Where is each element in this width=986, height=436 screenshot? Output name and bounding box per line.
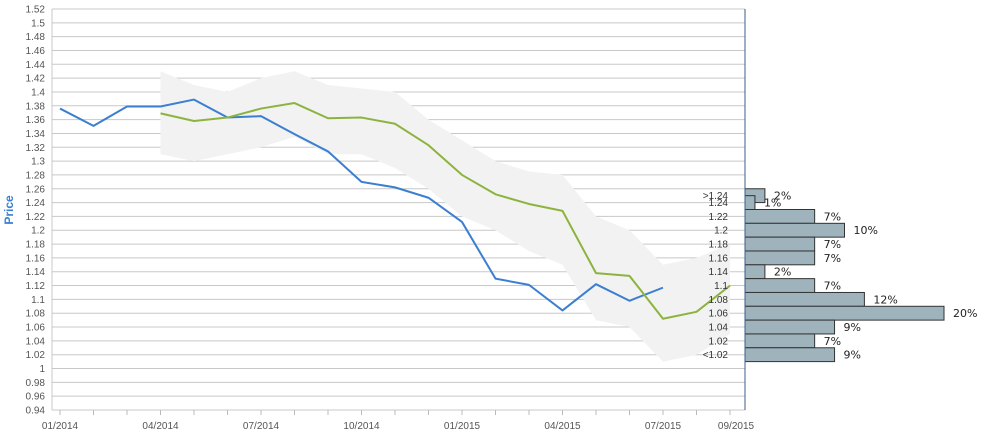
y-tick-label: 1.16 bbox=[26, 253, 46, 264]
distribution-bar bbox=[744, 305, 945, 321]
series-line bbox=[59, 98, 664, 312]
y-axis: 0.94 0.96 0.98 1 1.02 1.04 1.06 1.08 1.1 1.12 1.14… bbox=[26, 5, 746, 417]
y-tick-label: 1.4 bbox=[31, 87, 45, 98]
x-tick-label: 01/2014 bbox=[42, 421, 79, 432]
y-tick-label: 1.44 bbox=[26, 60, 46, 71]
distribution-bin-label: 1.18 bbox=[709, 240, 729, 251]
y-tick-label: 1.52 bbox=[26, 5, 46, 16]
distribution-percent-label: 20% bbox=[953, 307, 977, 320]
distribution-bar bbox=[744, 195, 756, 210]
distribution-bin-label: 1.2 bbox=[714, 226, 728, 237]
distribution-percent-label: 7% bbox=[824, 252, 841, 265]
y-tick-label: 1.02 bbox=[26, 350, 46, 361]
series-line bbox=[160, 102, 731, 320]
y-tick-label: 0.94 bbox=[26, 406, 46, 417]
y-tick-label: 1.24 bbox=[26, 198, 46, 209]
y-tick-label: 1.14 bbox=[26, 267, 46, 278]
forecast-band-area bbox=[160, 71, 730, 362]
y-tick-label: 1.2 bbox=[31, 226, 45, 237]
y-axis-label: Price bbox=[2, 195, 16, 225]
distribution-bar bbox=[744, 291, 865, 307]
y-tick-label: 1.12 bbox=[26, 281, 46, 292]
y-tick-label: 0.98 bbox=[26, 378, 46, 389]
distribution-bin-label: >1.24 bbox=[703, 191, 729, 202]
distribution-percent-label: 7% bbox=[824, 238, 841, 251]
distribution-bin-label: <1.02 bbox=[703, 350, 729, 361]
distribution-bin-label: 1.08 bbox=[709, 295, 729, 306]
distribution-percent-label: 10% bbox=[854, 224, 878, 237]
distribution-bar bbox=[744, 236, 816, 252]
distribution-bin-label: 1.24 bbox=[709, 198, 729, 209]
x-tick-label: 07/2015 bbox=[645, 421, 682, 432]
y-tick-label: 1 bbox=[39, 364, 45, 375]
distribution-bar bbox=[744, 319, 836, 335]
distribution-percent-label: 12% bbox=[873, 293, 897, 306]
y-tick-label: 1.06 bbox=[26, 323, 46, 334]
distribution-bar bbox=[744, 250, 816, 266]
y-tick-label: 0.96 bbox=[26, 392, 46, 403]
x-tick-label: 10/2014 bbox=[343, 421, 380, 432]
distribution-bin-label: 1.14 bbox=[709, 267, 729, 278]
y-tick-label: 1.22 bbox=[26, 212, 46, 223]
y-tick-label: 1.36 bbox=[26, 115, 46, 126]
y-tick-label: 1.38 bbox=[26, 101, 46, 112]
x-tick-label: 04/2015 bbox=[544, 421, 581, 432]
grid-lines bbox=[52, 8, 745, 411]
distribution-percent-label: 7% bbox=[824, 280, 841, 293]
distribution-percent-label: 2% bbox=[774, 266, 791, 279]
distribution-bin-label: 1.06 bbox=[709, 309, 729, 320]
x-tick-label: 01/2015 bbox=[444, 421, 481, 432]
series-lines bbox=[59, 98, 731, 320]
distribution-bin-label: 1.16 bbox=[709, 253, 729, 264]
distribution-percent-label: 9% bbox=[844, 321, 861, 334]
distribution-bar bbox=[744, 278, 816, 293]
y-tick-label: 1.18 bbox=[26, 240, 46, 251]
x-tick-label: 04/2014 bbox=[142, 421, 179, 432]
y-tick-label: 1.1 bbox=[31, 295, 45, 306]
x-tick-label: 07/2014 bbox=[243, 421, 280, 432]
y-tick-label: 1.34 bbox=[26, 129, 46, 140]
distribution-bin-label: 1.02 bbox=[709, 336, 729, 347]
y-tick-label: 1.26 bbox=[26, 184, 46, 195]
x-tick-label: 09/2015 bbox=[718, 421, 755, 432]
distribution-percent-label: 7% bbox=[824, 210, 841, 223]
forecast-band bbox=[160, 71, 730, 362]
y-tick-label: 1.28 bbox=[26, 170, 46, 181]
x-axis: 01/2014 04/2014 07/2014 10/2014 01/2015 04/20… bbox=[42, 410, 755, 432]
distribution-percent-label: 2% bbox=[774, 190, 791, 203]
distribution-bar bbox=[744, 333, 816, 349]
distribution-bar bbox=[744, 264, 766, 280]
distribution-bar bbox=[744, 209, 816, 224]
distribution-bin-label: 1.22 bbox=[709, 212, 729, 223]
distribution-percent-label: 9% bbox=[844, 349, 861, 362]
y-tick-label: 1.3 bbox=[31, 157, 45, 168]
y-tick-label: 1.46 bbox=[26, 46, 46, 57]
y-tick-label: 1.04 bbox=[26, 336, 46, 347]
distribution-bars: >1.24 2% 1.24 1% 1.22 7% 1.2 10% 1.18 7% 1.16 7% 1.1… bbox=[703, 188, 977, 363]
y-tick-label: 1.32 bbox=[26, 143, 46, 154]
distribution-bin-label: 1.04 bbox=[709, 323, 729, 334]
distribution-bin-label: 1.1 bbox=[714, 281, 728, 292]
distribution-percent-label: 7% bbox=[824, 335, 841, 348]
y-tick-label: 1.08 bbox=[26, 309, 46, 320]
y-tick-label: 1.48 bbox=[26, 32, 46, 43]
distribution-bar bbox=[744, 222, 845, 238]
y-tick-label: 1.5 bbox=[31, 18, 45, 29]
distribution-percent-label: 1% bbox=[764, 197, 781, 210]
distribution-bar bbox=[744, 347, 836, 363]
y-tick-label: 1.42 bbox=[26, 74, 46, 85]
